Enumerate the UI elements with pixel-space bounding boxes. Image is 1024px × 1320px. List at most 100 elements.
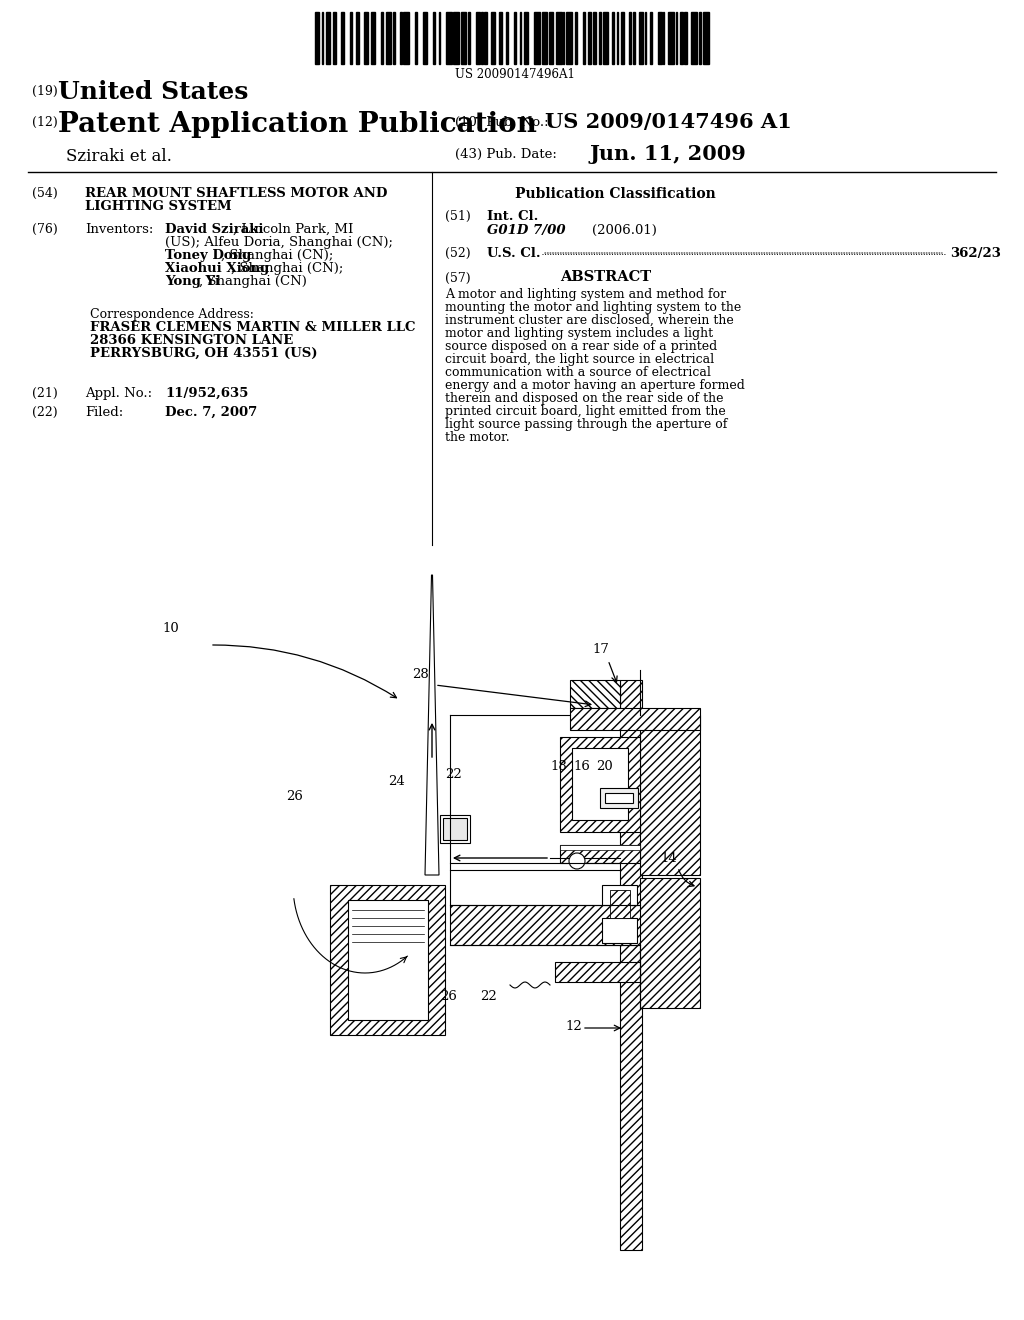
Text: Yong Yi: Yong Yi bbox=[165, 275, 220, 288]
Bar bbox=[330, 884, 445, 1035]
Text: 28366 KENSINGTON LANE: 28366 KENSINGTON LANE bbox=[90, 334, 293, 347]
Bar bbox=[514, 12, 516, 63]
Text: therein and disposed on the rear side of the: therein and disposed on the rear side of… bbox=[445, 392, 724, 405]
Text: (19): (19) bbox=[32, 84, 57, 98]
Bar bbox=[468, 12, 470, 63]
Text: ABSTRACT: ABSTRACT bbox=[560, 271, 651, 284]
Bar bbox=[645, 12, 646, 63]
Text: (43) Pub. Date:: (43) Pub. Date: bbox=[455, 148, 557, 161]
Bar bbox=[698, 12, 700, 63]
Text: 22: 22 bbox=[480, 990, 497, 1003]
Text: 17: 17 bbox=[592, 643, 609, 656]
Text: Xiaohui Xiong: Xiaohui Xiong bbox=[165, 261, 269, 275]
Bar bbox=[534, 12, 540, 63]
Text: Inventors:: Inventors: bbox=[85, 223, 154, 236]
Bar bbox=[603, 12, 608, 63]
Bar bbox=[600, 788, 638, 808]
Text: light source passing through the aperture of: light source passing through the apertur… bbox=[445, 418, 727, 432]
Text: (22): (22) bbox=[32, 407, 57, 418]
Text: mounting the motor and lighting system to the: mounting the motor and lighting system t… bbox=[445, 301, 741, 314]
Text: Appl. No.:: Appl. No.: bbox=[85, 387, 153, 400]
Bar bbox=[566, 12, 572, 63]
Text: , Shanghai (CN);: , Shanghai (CN); bbox=[231, 261, 343, 275]
Bar bbox=[616, 12, 617, 63]
Bar bbox=[333, 12, 336, 63]
Bar bbox=[605, 793, 633, 803]
Bar bbox=[438, 12, 440, 63]
Bar bbox=[556, 12, 562, 63]
Bar bbox=[703, 12, 710, 63]
Bar bbox=[350, 12, 352, 63]
Text: 16: 16 bbox=[573, 760, 590, 774]
Text: 12: 12 bbox=[565, 1020, 582, 1034]
Text: PERRYSBURG, OH 43551 (US): PERRYSBURG, OH 43551 (US) bbox=[90, 347, 317, 360]
Bar bbox=[484, 12, 487, 63]
Bar bbox=[575, 12, 577, 63]
Text: circuit board, the light source in electrical: circuit board, the light source in elect… bbox=[445, 352, 714, 366]
Bar bbox=[668, 12, 674, 63]
Bar bbox=[610, 890, 630, 917]
Bar bbox=[365, 12, 369, 63]
Text: Filed:: Filed: bbox=[85, 407, 123, 418]
Bar bbox=[560, 845, 640, 863]
Bar bbox=[392, 12, 394, 63]
Bar bbox=[620, 680, 642, 1250]
Text: , Shanghai (CN);: , Shanghai (CN); bbox=[221, 249, 334, 261]
Bar bbox=[433, 12, 435, 63]
Text: LIGHTING SYSTEM: LIGHTING SYSTEM bbox=[85, 201, 231, 213]
Bar bbox=[443, 818, 467, 840]
Bar bbox=[386, 12, 391, 63]
Bar bbox=[657, 12, 662, 63]
Bar bbox=[348, 900, 428, 1020]
Text: U.S. Cl.: U.S. Cl. bbox=[487, 247, 541, 260]
Text: REAR MOUNT SHAFTLESS MOTOR AND: REAR MOUNT SHAFTLESS MOTOR AND bbox=[85, 187, 387, 201]
Text: Int. Cl.: Int. Cl. bbox=[487, 210, 539, 223]
Text: Jun. 11, 2009: Jun. 11, 2009 bbox=[590, 144, 746, 164]
Bar bbox=[639, 12, 643, 63]
Text: , Lincoln Park, MI: , Lincoln Park, MI bbox=[233, 223, 353, 236]
Text: , Shanghai (CN): , Shanghai (CN) bbox=[199, 275, 307, 288]
Bar bbox=[423, 12, 427, 63]
Bar bbox=[691, 12, 696, 63]
Text: (76): (76) bbox=[32, 223, 57, 236]
Text: (21): (21) bbox=[32, 387, 57, 400]
Text: US 20090147496A1: US 20090147496A1 bbox=[455, 69, 574, 81]
Text: printed circuit board, light emitted from the: printed circuit board, light emitted fro… bbox=[445, 405, 726, 418]
Bar bbox=[612, 12, 613, 63]
Bar bbox=[542, 12, 547, 63]
Bar bbox=[599, 12, 601, 63]
Bar bbox=[572, 748, 628, 820]
Text: (54): (54) bbox=[32, 187, 57, 201]
Text: A motor and lighting system and method for: A motor and lighting system and method f… bbox=[445, 288, 726, 301]
Bar bbox=[589, 12, 591, 63]
Bar bbox=[481, 12, 482, 63]
Bar bbox=[322, 12, 324, 63]
Bar bbox=[415, 12, 418, 63]
Bar bbox=[524, 12, 528, 63]
Text: (57): (57) bbox=[445, 272, 471, 285]
Text: 362/23: 362/23 bbox=[950, 247, 1000, 260]
Text: Sziraki et al.: Sziraki et al. bbox=[66, 148, 172, 165]
Bar bbox=[602, 917, 637, 942]
Text: 18: 18 bbox=[550, 760, 566, 774]
Text: G01D 7/00: G01D 7/00 bbox=[487, 224, 565, 238]
Bar bbox=[315, 12, 318, 63]
Text: (51): (51) bbox=[445, 210, 471, 223]
Text: Correspondence Address:: Correspondence Address: bbox=[90, 308, 254, 321]
Text: 14: 14 bbox=[660, 851, 677, 865]
Bar bbox=[326, 12, 330, 63]
Bar bbox=[680, 12, 683, 63]
Text: motor and lighting system includes a light: motor and lighting system includes a lig… bbox=[445, 327, 713, 341]
Bar bbox=[560, 845, 640, 850]
Bar bbox=[570, 708, 700, 730]
Bar bbox=[440, 814, 470, 843]
Bar bbox=[640, 878, 700, 1008]
Bar bbox=[492, 12, 495, 63]
Bar bbox=[570, 680, 620, 708]
Bar bbox=[549, 12, 553, 63]
Text: FRASER CLEMENS MARTIN & MILLER LLC: FRASER CLEMENS MARTIN & MILLER LLC bbox=[90, 321, 416, 334]
Text: (52): (52) bbox=[445, 247, 471, 260]
Bar bbox=[341, 12, 344, 63]
Bar bbox=[381, 12, 383, 63]
Bar bbox=[476, 12, 480, 63]
